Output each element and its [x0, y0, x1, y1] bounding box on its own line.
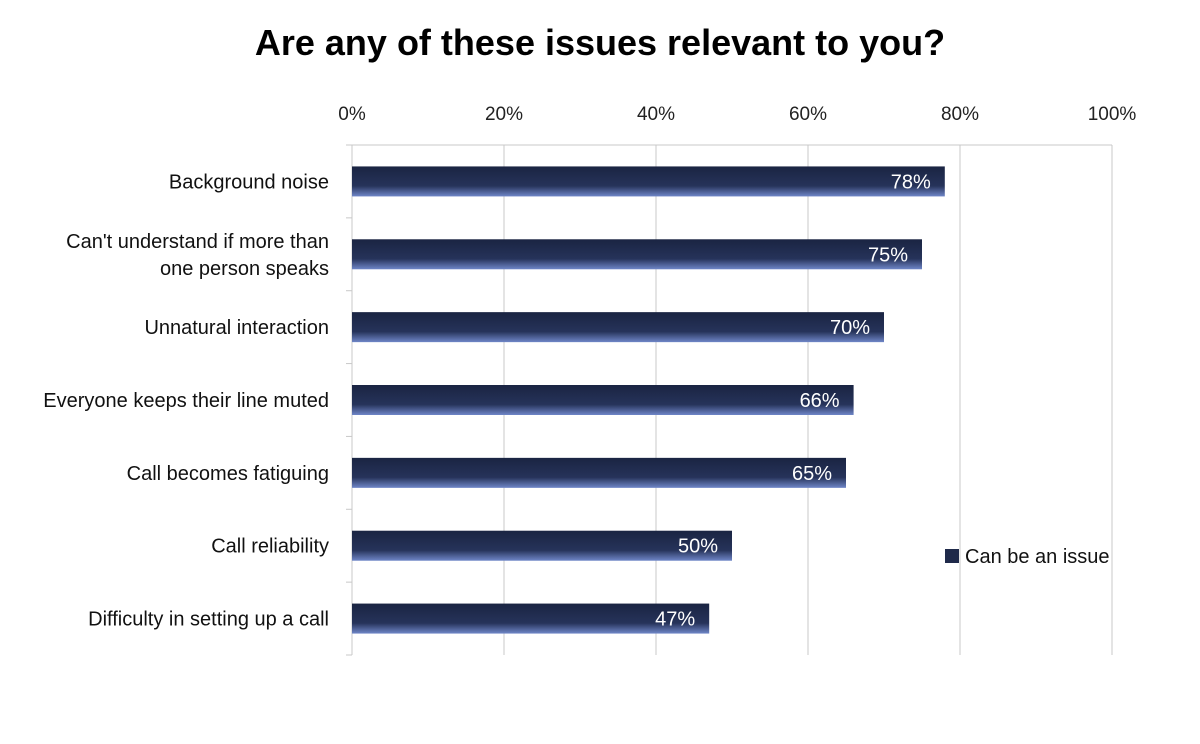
data-label: 78%	[891, 171, 931, 193]
x-tick-label: 60%	[789, 104, 827, 125]
x-tick-label: 100%	[1088, 104, 1137, 125]
bar	[352, 385, 854, 415]
legend-label: Can be an issue	[965, 546, 1110, 568]
bar	[352, 530, 732, 561]
category-label-line: Background noise	[169, 171, 329, 193]
category-label-line: Everyone keeps their line muted	[43, 390, 329, 412]
data-labels: 78% 75% 70% 66% 65% 50% 47%	[655, 171, 931, 630]
category-label: Call reliability	[211, 536, 329, 558]
category-label: Can't understand if more than one person …	[66, 231, 329, 280]
chart-title: Are any of these issues relevant to you?	[254, 22, 946, 63]
category-label-line: Call reliability	[211, 536, 329, 558]
bar	[352, 603, 710, 634]
x-tick-labels: 0% 20% 40% 60% 80% 100%	[338, 104, 1136, 125]
bar	[352, 166, 945, 197]
category-label-line: Can't understand if more than	[66, 231, 329, 253]
category-label-line: Difficulty in setting up a call	[88, 609, 329, 631]
data-label: 65%	[792, 463, 832, 485]
data-label: 70%	[830, 317, 870, 339]
category-label-line: one person speaks	[160, 258, 329, 280]
x-tick-label: 40%	[637, 104, 675, 125]
bar	[352, 312, 884, 343]
bars	[352, 166, 945, 634]
data-label: 75%	[868, 244, 908, 266]
category-labels: Background noise Can't understand if more…	[43, 171, 329, 630]
x-tick-label: 0%	[338, 104, 366, 125]
category-label-line: Call becomes fatiguing	[127, 463, 329, 485]
x-tick-label: 20%	[485, 104, 523, 125]
data-label: 50%	[678, 536, 718, 558]
legend: Can be an issue	[945, 546, 1110, 568]
category-label-line: Unnatural interaction	[144, 317, 329, 339]
category-label: Difficulty in setting up a call	[88, 609, 329, 631]
category-label: Everyone keeps their line muted	[43, 390, 329, 412]
category-label: Unnatural interaction	[144, 317, 329, 339]
category-label: Background noise	[169, 171, 329, 193]
x-tick-label: 80%	[941, 104, 979, 125]
category-label: Call becomes fatiguing	[127, 463, 329, 485]
bar	[352, 239, 922, 270]
data-label: 66%	[800, 390, 840, 412]
bar	[352, 457, 846, 488]
legend-swatch	[945, 549, 959, 563]
data-label: 47%	[655, 609, 695, 631]
